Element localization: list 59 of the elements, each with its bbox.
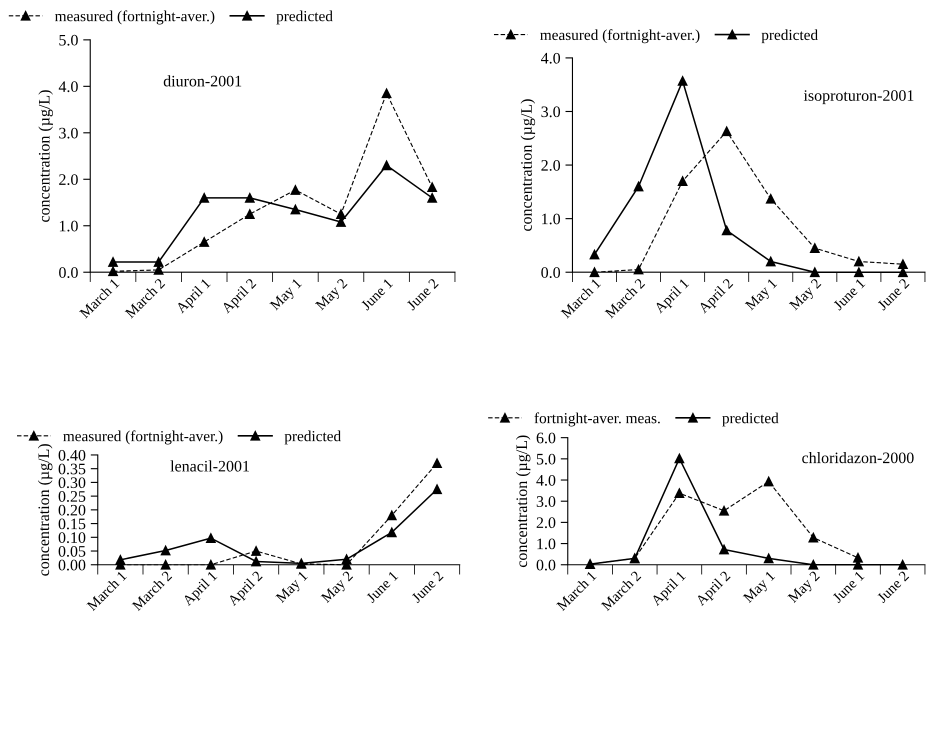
- y-tick-label: 0.25: [58, 491, 86, 502]
- y-tick-label: 4.0: [541, 52, 560, 64]
- x-tick-label: June 2: [876, 278, 910, 311]
- x-tick-label: June 2: [410, 570, 444, 604]
- y-tick-label: 0.10: [58, 532, 86, 544]
- legend-label: predicted: [284, 430, 341, 444]
- y-tick-label: 0.0: [536, 560, 556, 571]
- y-axis-title: concentration (µg/L): [520, 99, 536, 231]
- y-tick-label: 0.0: [541, 267, 560, 278]
- legend-label: measured (fortnight-aver.): [63, 430, 223, 444]
- y-tick-label: 2.0: [59, 174, 78, 186]
- annotation: diuron-2001: [164, 75, 242, 86]
- x-tick-label: June 1: [360, 278, 394, 311]
- y-tick-label: 3.0: [59, 128, 78, 139]
- y-tick-label: 0.20: [58, 504, 86, 516]
- y-tick-label: 0.30: [58, 477, 86, 488]
- y-tick-label: 3.0: [536, 496, 556, 507]
- y-tick-label: 5.0: [59, 34, 78, 46]
- x-tick-label: June 2: [406, 278, 439, 311]
- y-tick-label: 2.0: [541, 160, 560, 171]
- legend-label: fortnight-aver. meas.: [534, 412, 660, 426]
- x-tick-label: May 1: [742, 570, 778, 606]
- legend-label: predicted: [276, 10, 333, 24]
- legend-label: predicted: [762, 29, 818, 44]
- y-tick-label: 1.0: [542, 214, 560, 224]
- y-tick-label: 0.05: [58, 546, 86, 557]
- x-tick-label: June 1: [832, 570, 865, 604]
- legend-label: measured (fortnight-aver.): [540, 29, 700, 44]
- annotation: isoproturon-2001: [804, 90, 914, 104]
- x-tick-label: May 2: [314, 278, 350, 313]
- y-axis-title: concentration (µg/L): [38, 90, 53, 222]
- y-tick-label: 0.00: [58, 560, 86, 571]
- x-tick-label: May 1: [269, 278, 304, 313]
- y-tick-label: 1.0: [60, 220, 78, 232]
- y-axis-title: concentration (µg/L): [38, 444, 52, 576]
- legend-label: predicted: [722, 412, 779, 426]
- x-tick-label: May 1: [275, 570, 310, 606]
- annotation: lenacil-2001: [170, 460, 250, 472]
- annotation: chloridazon-2000: [802, 452, 914, 464]
- x-tick-label: May 2: [320, 570, 356, 606]
- y-tick-label: 6.0: [536, 432, 556, 444]
- y-tick-label: 4.0: [536, 474, 556, 486]
- y-tick-label: 0.15: [58, 518, 86, 530]
- x-tick-label: June 2: [876, 570, 910, 604]
- y-tick-label: 1.0: [537, 538, 556, 550]
- y-tick-label: 0.35: [58, 464, 86, 474]
- y-axis-title: concentration (µg/L): [516, 435, 530, 568]
- x-tick-label: May 2: [787, 570, 822, 606]
- y-tick-label: 5.0: [536, 454, 556, 465]
- y-tick-label: 2.0: [536, 517, 556, 528]
- legend-label: measured (fortnight-aver.): [54, 10, 214, 24]
- x-tick-label: May 2: [788, 278, 824, 313]
- y-tick-label: 0.40: [58, 450, 86, 461]
- x-tick-label: May 1: [744, 278, 780, 313]
- y-tick-label: 0.0: [59, 267, 78, 278]
- y-tick-label: 3.0: [541, 106, 560, 118]
- y-tick-label: 4.0: [58, 81, 78, 92]
- x-tick-label: June 1: [366, 570, 398, 604]
- x-tick-label: June 1: [832, 278, 866, 311]
